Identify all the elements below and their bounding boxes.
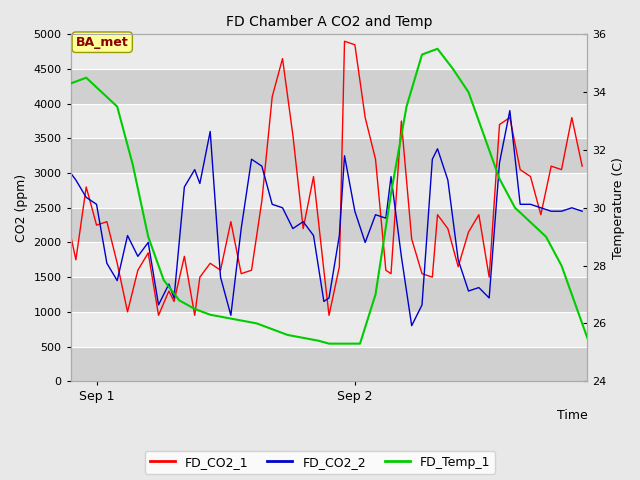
FD_Temp_1 [356,341,364,347]
FD_CO2_2 [579,208,586,214]
Title: FD Chamber A CO2 and Temp: FD Chamber A CO2 and Temp [226,15,432,29]
FD_Temp_1 [495,176,503,182]
FD_Temp_1 [449,66,457,72]
Bar [70,208,588,242]
FD_Temp_1 [222,315,230,321]
FD_CO2_1 [165,288,173,294]
FD_CO2_2 [408,323,415,329]
FD_Temp_1 [129,162,136,168]
FD_CO2_1 [429,274,436,280]
FD_CO2_1 [155,312,163,318]
Bar [70,104,588,138]
X-axis label: Time: Time [557,409,588,422]
FD_Temp_1 [434,46,442,52]
FD_Temp_1 [300,335,307,341]
FD_Temp_1 [284,332,292,338]
Bar [70,35,588,69]
FD_Temp_1 [67,81,74,86]
FD_Temp_1 [113,104,121,109]
Y-axis label: CO2 (ppm): CO2 (ppm) [15,174,28,242]
FD_Temp_1 [237,318,245,324]
FD_Temp_1 [527,219,534,225]
FD_CO2_2 [506,108,514,114]
FD_Temp_1 [465,89,472,95]
FD_CO2_1 [387,271,395,276]
FD_Temp_1 [145,234,152,240]
Bar [70,69,588,104]
FD_Temp_1 [573,306,581,312]
FD_Temp_1 [83,75,90,81]
FD_Temp_1 [268,326,276,332]
FD_CO2_2 [362,240,369,245]
FD_CO2_2 [340,153,348,158]
FD_Temp_1 [557,263,565,268]
FD_CO2_1 [362,115,369,120]
Bar [70,173,588,208]
FD_Temp_1 [387,191,395,196]
FD_Temp_1 [418,52,426,58]
Line: FD_CO2_1: FD_CO2_1 [70,41,582,315]
FD_Temp_1 [98,89,106,95]
FD_Temp_1 [403,104,410,109]
FD_CO2_2 [67,170,74,176]
FD_CO2_1 [382,267,390,273]
FD_Temp_1 [206,312,214,318]
Bar [70,277,588,312]
FD_CO2_2 [372,212,380,217]
Y-axis label: Temperature (C): Temperature (C) [612,157,625,259]
Text: BA_met: BA_met [76,36,129,49]
FD_Temp_1 [175,298,183,303]
FD_Temp_1 [325,341,333,347]
FD_CO2_1 [340,38,348,44]
FD_CO2_2 [418,302,426,308]
Legend: FD_CO2_1, FD_CO2_2, FD_Temp_1: FD_CO2_1, FD_CO2_2, FD_Temp_1 [145,451,495,474]
FD_CO2_1 [268,94,276,100]
FD_CO2_1 [67,233,74,239]
FD_Temp_1 [372,292,380,298]
Bar [70,138,588,173]
FD_Temp_1 [542,234,550,240]
Bar [70,347,588,381]
FD_Temp_1 [253,321,260,326]
FD_Temp_1 [480,132,488,138]
FD_CO2_2 [258,163,266,169]
FD_Temp_1 [340,341,348,347]
FD_CO2_2 [155,302,163,308]
FD_Temp_1 [191,306,198,312]
FD_Temp_1 [584,335,591,341]
Line: FD_Temp_1: FD_Temp_1 [70,49,588,344]
FD_Temp_1 [160,277,168,283]
FD_Temp_1 [511,205,519,211]
Bar [70,312,588,347]
Bar [70,242,588,277]
FD_CO2_1 [579,163,586,169]
Line: FD_CO2_2: FD_CO2_2 [70,111,582,326]
FD_Temp_1 [315,338,323,344]
